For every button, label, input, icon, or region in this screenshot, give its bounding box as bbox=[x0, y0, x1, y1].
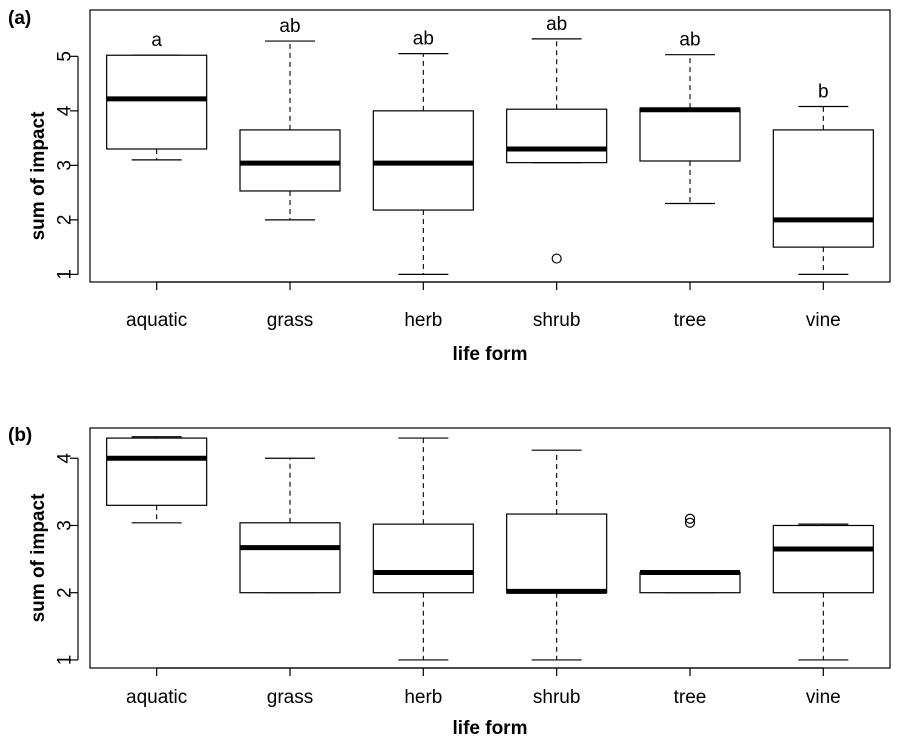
panel-b-boxes bbox=[106, 436, 874, 661]
panel-b-x-axis: aquatic grass herb shrub tree vine bbox=[126, 667, 841, 708]
panel-a-box-herb: ab bbox=[372, 29, 474, 275]
panel-a-x-tick-label-grass: grass bbox=[267, 310, 313, 331]
panel-a-y-axis: 1 2 3 4 5 bbox=[55, 51, 79, 280]
iqr-box bbox=[639, 107, 741, 162]
panel-a-x-tick-label-vine: vine bbox=[806, 310, 841, 331]
iqr-box bbox=[106, 54, 208, 150]
significance-letter: ab bbox=[413, 29, 434, 50]
panel-b-box-tree bbox=[639, 513, 741, 594]
panel-a-x-tick-label-shrub: shrub bbox=[533, 310, 581, 331]
panel-b-plot-frame bbox=[89, 427, 891, 669]
panel-a-y-tick-label: 4 bbox=[55, 105, 76, 116]
panel-a-boxes: a ab ab ab ab b bbox=[106, 14, 874, 275]
iqr-box bbox=[772, 129, 874, 248]
outlier-point bbox=[684, 517, 696, 528]
outlier-point bbox=[551, 253, 562, 264]
panel-a-label: (a) bbox=[8, 8, 31, 29]
iqr-box bbox=[639, 571, 741, 594]
significance-letter: ab bbox=[546, 14, 567, 35]
panel-a-y-tick-label: 3 bbox=[55, 160, 76, 171]
panel-b-x-tick-label-aquatic: aquatic bbox=[126, 687, 187, 708]
panel-a-plot-frame bbox=[89, 9, 891, 283]
panel-a-x-axis: aquatic grass herb shrub tree vine bbox=[126, 281, 841, 331]
panel-a-box-aquatic: a bbox=[106, 30, 208, 161]
panel-a-box-grass: ab bbox=[239, 16, 341, 221]
iqr-box bbox=[239, 522, 341, 594]
significance-letter: a bbox=[151, 30, 162, 51]
panel-b-box-vine bbox=[772, 523, 874, 661]
iqr-box bbox=[506, 513, 608, 594]
outlier-point bbox=[684, 513, 696, 524]
panel-b: (b) sum of impact life form 1 2 3 4 aquatic… bbox=[8, 425, 891, 739]
panel-a-y-tick-label: 1 bbox=[55, 269, 76, 280]
iqr-box bbox=[772, 524, 874, 594]
panel-a-box-vine: b bbox=[772, 81, 874, 275]
panel-b-y-tick-label: 1 bbox=[55, 655, 76, 666]
panel-b-x-tick-label-herb: herb bbox=[404, 687, 442, 708]
panel-a-y-axis-title: sum of impact bbox=[28, 111, 49, 240]
panel-b-y-tick-label: 3 bbox=[55, 520, 76, 531]
panel-a-x-tick-label-tree: tree bbox=[674, 310, 707, 331]
panel-b-box-herb bbox=[372, 437, 474, 661]
panel-a-x-axis-title: life form bbox=[453, 344, 528, 365]
panel-a-x-tick-label-herb: herb bbox=[404, 310, 442, 331]
panel-b-box-grass bbox=[239, 457, 341, 594]
panel-b-x-tick-label-vine: vine bbox=[806, 687, 841, 708]
panel-b-y-tick-label: 4 bbox=[55, 453, 76, 464]
panel-a-y-tick-label: 2 bbox=[55, 215, 76, 226]
panel-a-box-shrub: ab bbox=[506, 14, 608, 264]
panel-b-y-axis: 1 2 3 4 bbox=[55, 453, 79, 666]
panel-b-label: (b) bbox=[8, 425, 32, 446]
iqr-box bbox=[506, 108, 608, 164]
panel-b-box-aquatic bbox=[106, 436, 208, 524]
significance-letter: b bbox=[818, 81, 829, 102]
panel-b-x-tick-label-tree: tree bbox=[674, 687, 707, 708]
panel-b-x-tick-label-shrub: shrub bbox=[533, 687, 581, 708]
iqr-box bbox=[106, 437, 208, 506]
panel-b-x-tick-label-grass: grass bbox=[267, 687, 313, 708]
iqr-box bbox=[239, 129, 341, 192]
panel-b-y-tick-label: 2 bbox=[55, 587, 76, 598]
iqr-box bbox=[372, 523, 474, 594]
significance-letter: ab bbox=[279, 16, 300, 37]
significance-letter: ab bbox=[679, 30, 700, 51]
panel-a-x-tick-label-aquatic: aquatic bbox=[126, 310, 187, 331]
panel-a-y-tick-label: 5 bbox=[55, 51, 76, 62]
panel-a: (a) sum of impact life form 1 2 3 4 5 aquati… bbox=[8, 8, 891, 365]
panel-b-y-axis-title: sum of impact bbox=[28, 493, 49, 622]
panel-b-x-axis-title: life form bbox=[453, 718, 528, 739]
iqr-box bbox=[372, 110, 474, 211]
panel-b-box-shrub bbox=[506, 449, 608, 661]
panel-a-box-tree: ab bbox=[639, 30, 741, 205]
